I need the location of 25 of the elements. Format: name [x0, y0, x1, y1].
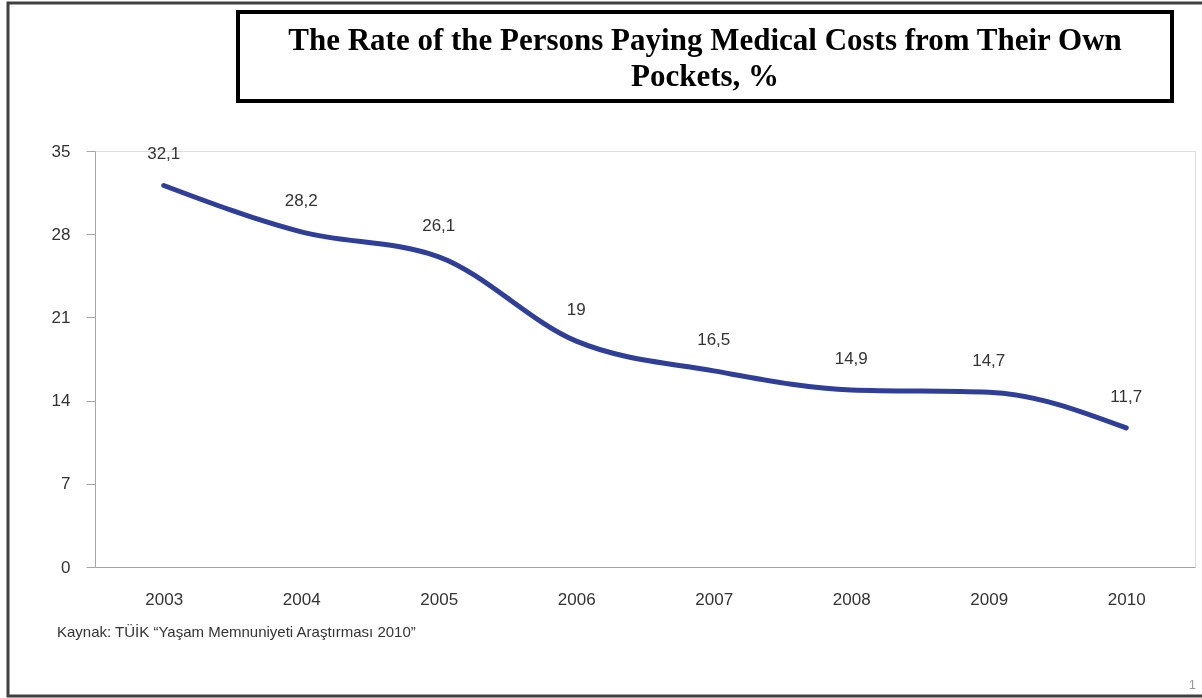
y-tick-label: 14 — [51, 391, 71, 411]
data-label: 26,1 — [422, 215, 456, 235]
data-label: 28,2 — [284, 190, 318, 210]
text: 1 — [1188, 677, 1196, 692]
text: Kaynak: TÜİK “Yaşam Memnuniyeti Araştırması 2010” — [57, 623, 416, 640]
y-tick-label: 0 — [61, 557, 71, 577]
data-label: 14,7 — [972, 351, 1006, 371]
data-label: 19 — [566, 300, 586, 320]
data-label: 14,9 — [834, 348, 868, 368]
x-tick-label: 2005 — [420, 589, 459, 609]
y-tick-label: 7 — [61, 474, 71, 494]
x-tick-label: 2010 — [1107, 589, 1146, 609]
data-label: 11,7 — [1110, 386, 1143, 406]
y-tick-label: 21 — [51, 307, 71, 327]
x-tick-label: 2008 — [832, 589, 871, 609]
x-tick-label: 2009 — [970, 589, 1009, 609]
x-tick-label: 2006 — [557, 589, 596, 609]
x-tick-label: 2007 — [695, 589, 734, 609]
y-tick-label: 28 — [51, 224, 71, 244]
x-tick-label: 2004 — [282, 589, 321, 609]
chart-title: The Rate of the Persons Paying Medical Costs from Their Own Pockets, % — [288, 22, 1122, 93]
y-tick-label: 35 — [51, 141, 71, 161]
data-label: 32,1 — [147, 144, 181, 164]
x-tick-label: 2003 — [145, 589, 184, 609]
data-label: 16,5 — [697, 329, 731, 349]
